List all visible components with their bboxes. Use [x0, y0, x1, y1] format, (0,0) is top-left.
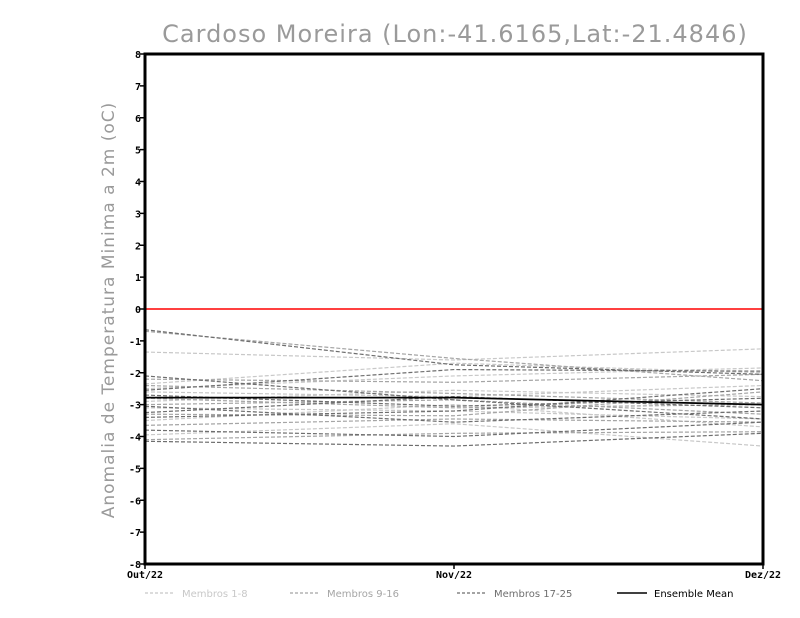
series-line-group1-member-7: [144, 423, 764, 447]
series-line-group3-member-1: [144, 329, 764, 375]
series-line-group2-member-6: [144, 418, 764, 426]
y-tick-label: -8: [129, 560, 141, 571]
series-line-group3-member-3: [144, 368, 764, 391]
series-line-group3-member-8: [144, 432, 764, 447]
ensemble-mean-line: [145, 396, 764, 406]
y-tick-label: -2: [129, 369, 141, 380]
y-tick-label: 4: [135, 178, 141, 189]
y-tick-label: 5: [135, 146, 141, 157]
legend-label: Ensemble Mean: [654, 589, 733, 600]
x-tick-label: Nov/22: [436, 570, 472, 581]
series-line-group3-member-4: [144, 394, 764, 407]
series-line-group3-member-6: [144, 388, 764, 418]
y-tick-label: 8: [135, 50, 141, 61]
series-line-group1-member-1: [144, 348, 764, 361]
series-line-group2-member-7: [144, 431, 764, 441]
y-axis-label: Anomalia de Temperatura Minima a 2m (oC): [99, 102, 119, 519]
series-line-group1-member-2: [144, 362, 764, 385]
y-tick-label: 1: [135, 273, 141, 284]
legend-label: Membros 1-8: [182, 589, 248, 600]
series-line-group2-member-1: [144, 330, 764, 382]
y-tick-label: -7: [129, 528, 141, 539]
y-tick-label: -4: [129, 433, 141, 444]
x-tick-label: Dez/22: [745, 570, 781, 581]
x-tick-label: Out/22: [127, 570, 163, 581]
legend-label: Membros 17-25: [494, 589, 572, 600]
y-tick-label: 6: [135, 114, 141, 125]
series-line-group2-member-2: [144, 373, 764, 383]
y-tick-label: 2: [135, 241, 141, 252]
series-line-group3-member-7: [144, 421, 764, 438]
y-tick-label: 0: [135, 305, 141, 316]
y-tick-label: -1: [129, 337, 141, 348]
y-tick-label: 7: [135, 82, 141, 93]
series-line-group2-member-3: [144, 384, 764, 404]
series-line-group3-member-5: [144, 405, 764, 423]
y-tick-label: -6: [129, 496, 141, 507]
y-tick-label: -3: [129, 401, 141, 412]
chart-title: Cardoso Moreira (Lon:-41.6165,Lat:-21.48…: [162, 20, 748, 48]
series-line-group3-member-9: [144, 396, 764, 414]
legend-label: Membros 9-16: [327, 589, 399, 600]
y-tick-label: -5: [129, 464, 141, 475]
plot-area: [144, 308, 764, 447]
legend: Membros 1-8 Membros 9-16 Membros 17-25 Ense…: [145, 589, 733, 600]
series-line-group2-member-8: [144, 397, 764, 409]
y-tick-label: 3: [135, 209, 141, 220]
